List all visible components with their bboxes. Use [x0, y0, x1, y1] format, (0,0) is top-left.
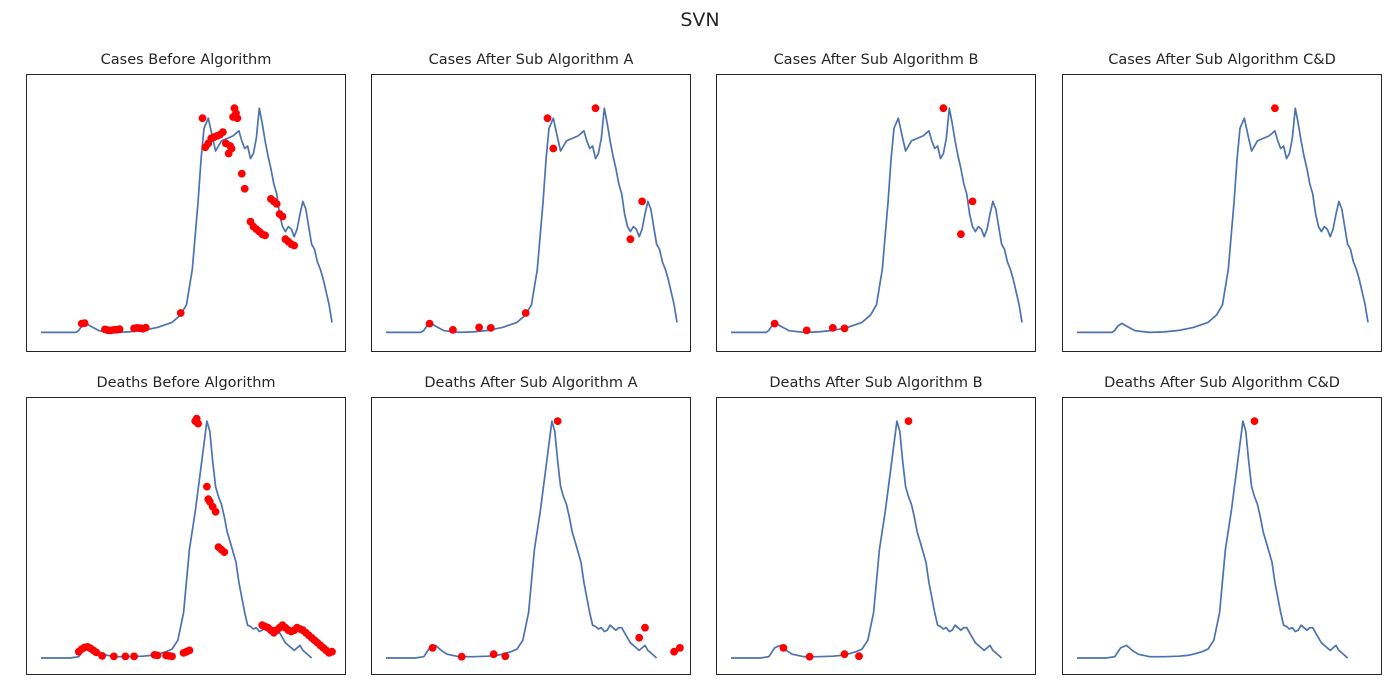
peak-marker	[220, 548, 229, 556]
subplot-3: Cases After Sub Algorithm B	[716, 52, 1036, 352]
peak-marker	[80, 319, 89, 327]
peak-marker	[802, 326, 811, 335]
peak-marker	[553, 417, 562, 425]
peak-marker	[968, 197, 977, 206]
peak-marker	[779, 644, 788, 652]
peak-marker	[109, 652, 118, 661]
peak-marker	[521, 309, 530, 317]
peak-marker	[676, 644, 684, 652]
subplot-1: Cases Before Algorithm	[26, 52, 346, 352]
peak-marker	[115, 325, 124, 334]
peak-marker	[638, 197, 646, 206]
peak-marker	[240, 184, 249, 193]
peak-marker	[840, 650, 849, 659]
subplot-8: Deaths After Sub Algorithm C&D	[1062, 375, 1382, 675]
peak-marker	[957, 230, 965, 239]
subplot-2: Cases After Sub Algorithm A	[371, 52, 691, 352]
peak-marker	[543, 114, 552, 123]
peak-marker	[1271, 104, 1279, 113]
series-line	[386, 420, 658, 659]
peak-marker	[425, 319, 434, 328]
peak-marker	[904, 417, 913, 425]
peak-marker	[272, 200, 281, 208]
peak-marker	[939, 104, 948, 113]
peak-marker	[121, 652, 130, 661]
plot-area	[386, 104, 678, 334]
peak-marker	[290, 241, 299, 250]
peak-marker	[168, 652, 176, 661]
series-line	[1077, 420, 1349, 659]
peak-marker	[855, 652, 863, 661]
subplot-4: Cases After Sub Algorithm C&D	[1062, 52, 1382, 352]
peak-marker	[549, 144, 558, 153]
subplot-title: Deaths After Sub Algorithm A	[424, 375, 638, 391]
plot-area	[731, 417, 1003, 661]
peak-marker	[457, 652, 466, 661]
series-line	[731, 420, 1003, 659]
peak-marker	[635, 633, 644, 642]
subplot-title: Cases After Sub Algorithm C&D	[1108, 52, 1336, 68]
peak-marker	[233, 114, 242, 123]
plot-area	[731, 104, 1023, 335]
plot-area	[1077, 104, 1369, 334]
peak-marker	[185, 646, 194, 655]
axes-frame	[26, 74, 346, 352]
peak-marker	[203, 482, 211, 491]
peak-marker	[198, 114, 207, 123]
peak-marker	[211, 507, 220, 516]
subplot-title: Deaths Before Algorithm	[96, 375, 276, 391]
peak-marker	[141, 323, 150, 332]
figure-title: SVN	[680, 9, 720, 31]
subplot-title: Cases After Sub Algorithm A	[428, 52, 634, 68]
peak-marker	[641, 623, 649, 632]
peak-marker	[1250, 417, 1259, 425]
peak-marker	[328, 647, 336, 656]
peak-marker	[98, 652, 106, 660]
peak-marker	[501, 652, 510, 661]
axes-frame	[371, 397, 691, 675]
peak-marker	[805, 652, 814, 661]
axes-frame	[371, 74, 691, 352]
axes-frame	[1062, 397, 1382, 675]
peak-marker	[489, 650, 498, 659]
plot-area	[386, 417, 684, 661]
peak-marker	[828, 324, 837, 332]
axes-frame	[1062, 74, 1382, 352]
axes-frame	[26, 397, 346, 675]
peak-marker	[475, 323, 483, 332]
peak-marker	[770, 319, 779, 328]
subplot-title: Cases After Sub Algorithm B	[773, 52, 979, 68]
peak-marker	[626, 235, 635, 244]
axes-frame	[716, 397, 1036, 675]
subplot-title: Deaths After Sub Algorithm B	[769, 375, 983, 391]
subplot-7: Deaths After Sub Algorithm B	[716, 375, 1036, 675]
series-line	[731, 107, 1023, 334]
plot-area	[1077, 417, 1349, 659]
peak-marker	[227, 144, 236, 153]
plot-area	[41, 104, 333, 335]
peak-marker	[278, 212, 287, 221]
plot-area	[41, 414, 336, 661]
axes-frame	[716, 74, 1036, 352]
peak-marker	[153, 651, 162, 660]
peak-marker	[261, 231, 269, 240]
series-line	[41, 420, 313, 659]
peak-marker	[219, 128, 227, 136]
peak-marker	[92, 648, 101, 657]
peak-marker	[591, 104, 600, 113]
peak-marker	[428, 644, 437, 652]
peak-marker	[176, 309, 185, 317]
subplot-title: Deaths After Sub Algorithm C&D	[1104, 375, 1340, 391]
subplot-5: Deaths Before Algorithm	[26, 375, 346, 675]
peak-marker	[670, 647, 678, 656]
peak-marker	[130, 652, 138, 661]
peak-marker	[840, 324, 849, 333]
subplot-6: Deaths After Sub Algorithm A	[371, 375, 691, 675]
peak-marker	[194, 419, 203, 428]
subplot-title: Cases Before Algorithm	[100, 52, 272, 68]
series-line	[1077, 107, 1369, 334]
peak-marker	[237, 169, 246, 178]
peak-marker	[449, 326, 457, 334]
peak-marker	[486, 324, 495, 332]
